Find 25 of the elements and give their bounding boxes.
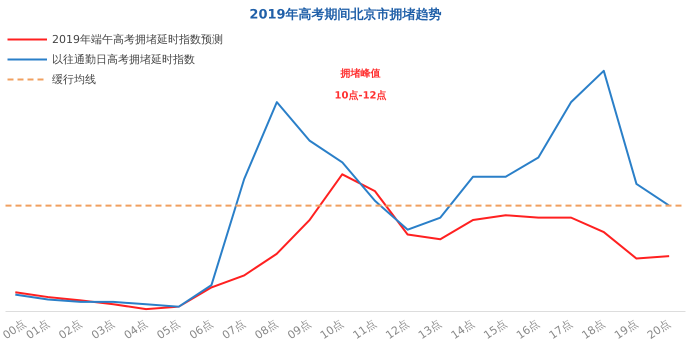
x-tick-label: 06点 xyxy=(187,317,216,342)
x-tick-label: 18点 xyxy=(579,317,608,342)
x-tick-label: 11点 xyxy=(350,317,379,342)
x-tick-label: 08点 xyxy=(252,317,281,342)
x-tick-label: 19点 xyxy=(612,317,640,342)
x-tick-label: 14点 xyxy=(448,317,477,342)
x-tick-label: 03点 xyxy=(89,317,118,342)
x-tick-label: 15点 xyxy=(481,317,510,342)
x-tick-label: 02点 xyxy=(56,317,84,342)
legend-label: 缓行均线 xyxy=(52,72,96,86)
legend-label: 以往通勤日高考拥堵延时指数 xyxy=(52,52,195,66)
x-tick-label: 13点 xyxy=(416,317,444,342)
x-tick-label: 16点 xyxy=(514,317,542,342)
annotation: 拥堵峰值 xyxy=(340,68,380,80)
x-tick-label: 10点 xyxy=(318,317,346,342)
x-tick-label: 17点 xyxy=(546,317,575,342)
x-tick-label: 07点 xyxy=(220,317,248,342)
x-tick-label: 20点 xyxy=(644,317,673,342)
x-tick-label: 09点 xyxy=(285,317,314,342)
chart-title: 2019年高考期间北京市拥堵趋势 xyxy=(249,6,442,22)
legend-label: 2019年端午高考拥堵延时指数预测 xyxy=(52,32,223,46)
x-tick-label: 04点 xyxy=(122,317,150,342)
x-tick-label: 05点 xyxy=(154,317,182,342)
x-tick-label: 12点 xyxy=(383,317,412,342)
annotation: 10点-12点 xyxy=(334,90,386,102)
